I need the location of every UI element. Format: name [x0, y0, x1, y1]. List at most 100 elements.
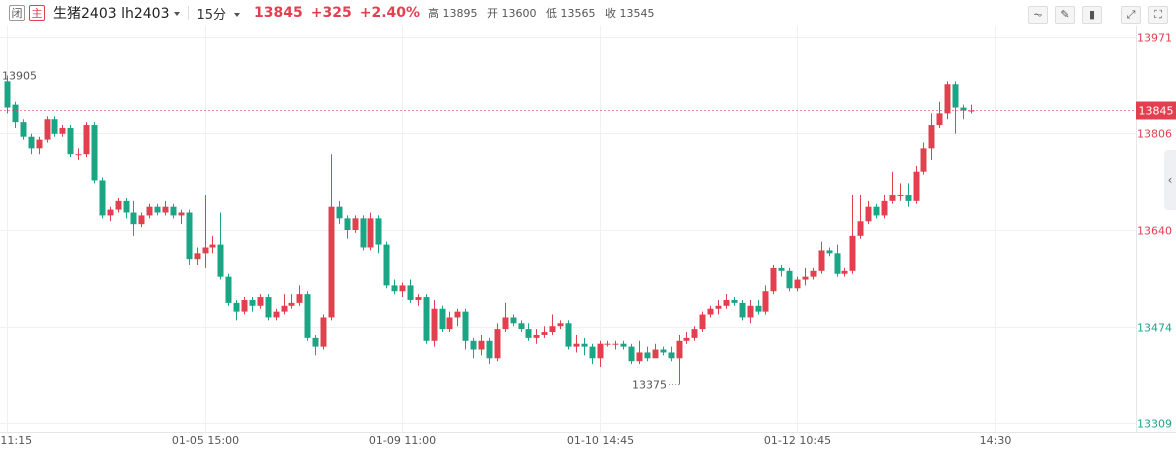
- candle-body: [731, 299, 738, 303]
- candle: [344, 215, 351, 239]
- line-draw-icon[interactable]: ⏦: [1028, 6, 1048, 24]
- candle-body: [162, 206, 169, 213]
- candle: [320, 314, 327, 350]
- candle-body: [494, 329, 501, 359]
- fullscreen-icon[interactable]: ⛶: [1148, 6, 1168, 24]
- candle: [755, 299, 762, 315]
- main-contract-badge: 主: [29, 5, 45, 21]
- candle: [873, 203, 880, 219]
- candle-body: [130, 212, 137, 225]
- candle: [288, 294, 295, 309]
- candle-body: [770, 267, 777, 292]
- candle: [952, 81, 959, 134]
- candle-body: [304, 294, 311, 338]
- candle: [51, 116, 58, 137]
- candle: [186, 209, 193, 265]
- candle: [968, 104, 975, 114]
- candle-body: [186, 212, 193, 260]
- candle-body: [628, 346, 635, 362]
- candle-body: [446, 317, 453, 330]
- candle-body: [296, 294, 303, 303]
- symbol-code: lh2403: [121, 6, 170, 22]
- candle-body: [502, 317, 509, 330]
- candle-body: [28, 136, 35, 149]
- candle-body: [273, 311, 280, 318]
- chevron-left-icon: ‹: [1167, 173, 1173, 187]
- candle: [123, 197, 130, 219]
- x-tick-label: 01-10 14:45: [567, 434, 634, 447]
- candle: [589, 343, 596, 365]
- period-selector[interactable]: 15分: [197, 4, 241, 23]
- candle: [99, 177, 106, 219]
- candle: [391, 279, 398, 295]
- pencil-icon[interactable]: ✎: [1055, 6, 1075, 24]
- candle-body: [391, 285, 398, 292]
- candle-body: [747, 305, 754, 318]
- chevron-down-icon: [173, 12, 180, 16]
- candle: [960, 104, 967, 120]
- candle-body: [91, 125, 98, 181]
- candle: [446, 311, 453, 333]
- candle-body: [20, 122, 27, 137]
- candle: [778, 264, 785, 277]
- symbol-name: 生猪2403: [53, 6, 117, 22]
- candle: [699, 311, 706, 333]
- candle: [20, 119, 27, 140]
- candle: [881, 195, 888, 219]
- candle-body: [905, 195, 912, 201]
- candle: [4, 75, 11, 114]
- overlay-layer: 13845 13905 13375: [0, 69, 1176, 392]
- candle-body: [154, 206, 161, 213]
- candle: [889, 171, 896, 204]
- current-price-tag: [1136, 101, 1176, 120]
- candle-body: [44, 119, 51, 140]
- candle-body: [676, 340, 683, 359]
- candle: [857, 195, 864, 239]
- candle: [502, 302, 509, 333]
- candle-body: [423, 297, 430, 341]
- candle-body: [4, 81, 11, 108]
- candle: [75, 148, 82, 161]
- candle-body: [873, 206, 880, 216]
- close-value: 13545: [619, 7, 655, 20]
- candle: [383, 241, 390, 289]
- candle: [257, 294, 264, 309]
- candle-type-icon[interactable]: ▮: [1082, 6, 1102, 24]
- candle-body: [202, 247, 209, 254]
- low-value: 13565: [560, 7, 596, 20]
- candle: [36, 136, 43, 155]
- candle-body: [612, 343, 619, 345]
- candle: [470, 337, 477, 359]
- candle: [194, 247, 201, 265]
- candle: [549, 314, 556, 335]
- candle: [225, 273, 232, 306]
- divider: [187, 6, 189, 20]
- candle: [794, 276, 801, 292]
- candle-body: [233, 302, 240, 312]
- symbol-selector[interactable]: 生猪2403 lh2403: [53, 3, 180, 23]
- candle-body: [668, 352, 675, 359]
- candle-body: [99, 180, 106, 216]
- candle: [525, 323, 532, 341]
- y-tick-label: 13309: [1137, 418, 1172, 431]
- candle-body: [470, 340, 477, 350]
- side-panel-toggle[interactable]: ‹: [1164, 150, 1176, 210]
- candle-body: [288, 302, 295, 306]
- candle: [913, 165, 920, 204]
- candle: [834, 244, 841, 277]
- candle: [281, 294, 288, 315]
- candle: [209, 235, 216, 254]
- candle-body: [826, 250, 833, 254]
- candle: [683, 332, 690, 344]
- candle-body: [865, 206, 872, 222]
- candle: [494, 323, 501, 362]
- x-tick-label: 01-09 11:00: [369, 434, 436, 447]
- candle-body: [707, 308, 714, 315]
- candles-layer: [4, 75, 975, 385]
- candle: [897, 183, 904, 201]
- candle-body: [794, 279, 801, 289]
- expand-icon[interactable]: ⤢: [1121, 6, 1141, 24]
- candle: [944, 81, 951, 120]
- candle: [170, 203, 177, 219]
